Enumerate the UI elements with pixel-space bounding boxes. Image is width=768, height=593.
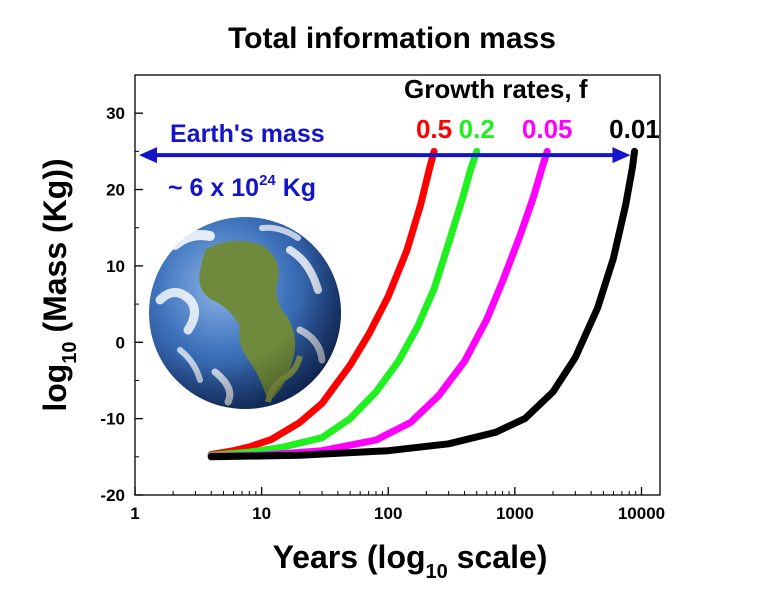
y-tick-label: -10 xyxy=(100,410,125,429)
x-axis-label: Years (log10 scale) xyxy=(273,539,548,583)
y-axis: -20 -10 0 10 20 30 xyxy=(100,104,143,505)
legend-rate-0.01: 0.01 xyxy=(609,114,660,144)
series-line-0.5 xyxy=(207,147,438,458)
x-axis-label-main: Years (log xyxy=(273,539,426,575)
legend-title: Growth rates, f xyxy=(404,74,588,104)
earth-mass-arrow xyxy=(139,147,631,164)
y-tick-label: -20 xyxy=(100,486,125,505)
legend-rate-0.2: 0.2 xyxy=(459,114,495,144)
series-group xyxy=(207,147,638,461)
y-axis-label-tail: (Mass (Kg)) xyxy=(37,158,73,341)
legend-rate-0.5: 0.5 xyxy=(416,114,452,144)
chart-title: Total information mass xyxy=(228,22,556,55)
x-tick-label: 100 xyxy=(374,504,402,523)
plot-frame xyxy=(134,74,661,496)
x-tick-label: 1000 xyxy=(496,504,534,523)
y-axis-label: log10 (Mass (Kg)) xyxy=(37,158,81,411)
y-tick-label: 0 xyxy=(116,333,125,352)
y-axis-label-main: log xyxy=(37,364,73,412)
earth-globe-icon xyxy=(149,217,341,409)
earth-mass-value-prefix: ~ 6 x 10 xyxy=(168,174,259,202)
x-tick-label: 10000 xyxy=(618,504,665,523)
arrow-head-right xyxy=(612,147,631,164)
earth-mass-value: ~ 6 x 1024 Kg xyxy=(168,172,316,202)
legend-rate-0.05: 0.05 xyxy=(522,114,573,144)
x-axis: 1 10 100 1000 10000 xyxy=(130,487,665,523)
y-tick-label: 10 xyxy=(106,257,125,276)
y-tick-label: 20 xyxy=(106,181,125,200)
x-tick-label: 1 xyxy=(130,504,139,523)
arrow-head-left xyxy=(139,147,157,164)
x-axis-label-tail: scale) xyxy=(448,539,548,575)
y-axis-label-sub: 10 xyxy=(59,341,81,363)
earth-mass-label: Earth's mass xyxy=(170,120,325,148)
earth-mass-value-suffix: Kg xyxy=(276,174,316,202)
legend: 0.5 0.2 0.05 0.01 xyxy=(416,114,660,144)
series-line-0.2 xyxy=(207,147,481,459)
x-tick-label: 10 xyxy=(252,504,271,523)
earth-mass-value-exponent: 24 xyxy=(259,172,276,189)
series-line-0.01 xyxy=(207,147,638,461)
x-axis-label-sub: 10 xyxy=(426,561,448,583)
y-tick-label: 30 xyxy=(106,104,125,123)
